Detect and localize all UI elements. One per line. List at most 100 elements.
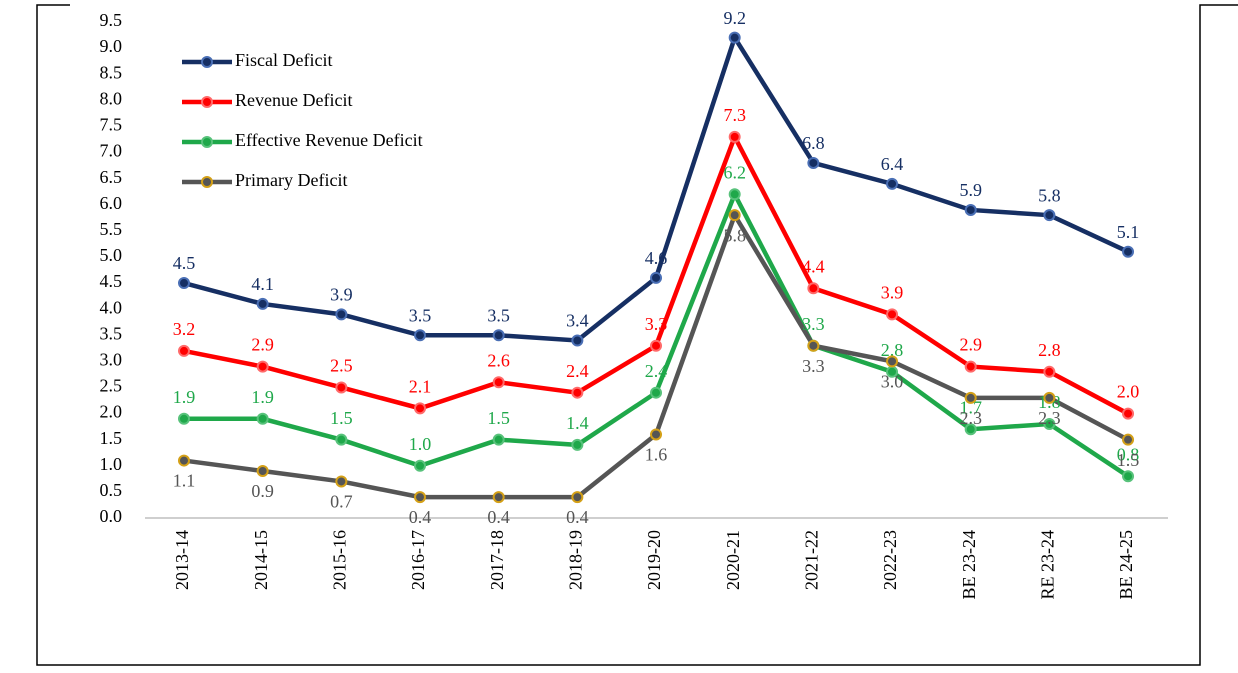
data-label: 1.9 bbox=[173, 387, 196, 407]
x-tick-label: 2016-17 bbox=[408, 530, 428, 590]
legend-marker bbox=[201, 176, 213, 188]
point bbox=[414, 402, 427, 415]
point bbox=[492, 376, 505, 389]
y-tick-label: 7.0 bbox=[100, 141, 123, 161]
y-tick-label: 2.5 bbox=[100, 376, 123, 396]
point bbox=[492, 491, 505, 504]
data-label: 2.9 bbox=[959, 335, 982, 355]
legend-marker bbox=[201, 96, 213, 108]
data-label: 3.0 bbox=[881, 371, 904, 391]
point bbox=[492, 329, 505, 342]
data-label: 5.1 bbox=[1117, 222, 1140, 242]
point bbox=[807, 339, 820, 352]
data-label: 3.5 bbox=[409, 305, 432, 325]
point bbox=[1043, 391, 1056, 404]
data-label: 6.2 bbox=[723, 162, 746, 182]
point bbox=[1122, 470, 1135, 483]
x-tick-label: 2019-20 bbox=[644, 530, 664, 590]
point bbox=[256, 297, 269, 310]
data-label: 3.3 bbox=[802, 314, 825, 334]
point bbox=[886, 308, 899, 321]
point bbox=[964, 391, 977, 404]
y-tick-label: 3.0 bbox=[100, 349, 123, 369]
y-tick-label: 1.0 bbox=[100, 454, 123, 474]
y-tick-label: 6.5 bbox=[100, 167, 123, 187]
y-tick-label: 0.0 bbox=[100, 506, 123, 526]
data-label: 1.5 bbox=[487, 408, 510, 428]
y-tick-label: 4.5 bbox=[100, 271, 123, 291]
legend-marker bbox=[201, 56, 213, 68]
data-label: 3.9 bbox=[881, 283, 904, 303]
point bbox=[728, 31, 741, 44]
x-tick-label: BE 23-24 bbox=[959, 530, 979, 600]
y-tick-label: 8.5 bbox=[100, 62, 123, 82]
data-label: 2.5 bbox=[330, 356, 353, 376]
data-label: 1.4 bbox=[566, 413, 589, 433]
point bbox=[335, 381, 348, 394]
frame bbox=[36, 4, 1238, 666]
point bbox=[964, 423, 977, 436]
x-tick-label: 2020-21 bbox=[723, 530, 743, 590]
data-label: 3.5 bbox=[487, 305, 510, 325]
data-label: 3.4 bbox=[566, 311, 589, 331]
point bbox=[1043, 418, 1056, 431]
point bbox=[256, 360, 269, 373]
data-label: 0.7 bbox=[330, 492, 353, 512]
data-label: 0.8 bbox=[1117, 444, 1140, 464]
y-tick-label: 2.0 bbox=[100, 402, 123, 422]
data-label: 2.4 bbox=[645, 361, 668, 381]
point bbox=[650, 428, 663, 441]
data-label: 2.1 bbox=[409, 376, 432, 396]
y-tick-label: 9.5 bbox=[100, 10, 123, 30]
data-label: 1.1 bbox=[173, 471, 196, 491]
point bbox=[1122, 245, 1135, 258]
data-label: 6.4 bbox=[881, 154, 904, 174]
point bbox=[728, 209, 741, 222]
data-label: 3.9 bbox=[330, 285, 353, 305]
legend-label: Primary Deficit bbox=[235, 170, 347, 190]
point bbox=[886, 177, 899, 190]
point bbox=[256, 412, 269, 425]
data-label: 4.6 bbox=[645, 248, 668, 268]
point bbox=[414, 491, 427, 504]
y-tick-label: 9.0 bbox=[100, 36, 123, 56]
data-label: 2.8 bbox=[881, 340, 904, 360]
point bbox=[1043, 365, 1056, 378]
legend-label: Effective Revenue Deficit bbox=[235, 130, 423, 150]
data-label: 5.9 bbox=[959, 180, 982, 200]
point bbox=[335, 308, 348, 321]
x-tick-label: BE 24-25 bbox=[1116, 530, 1136, 600]
data-label: 2.8 bbox=[1038, 340, 1061, 360]
y-tick-label: 1.5 bbox=[100, 428, 123, 448]
point bbox=[886, 355, 899, 368]
data-label: 2.6 bbox=[487, 350, 510, 370]
data-label: 2.3 bbox=[1038, 408, 1061, 428]
point bbox=[650, 271, 663, 284]
data-label: 2.0 bbox=[1117, 382, 1140, 402]
data-label: 1.6 bbox=[645, 445, 668, 465]
data-label: 6.8 bbox=[802, 133, 825, 153]
y-tick-label: 5.0 bbox=[100, 245, 123, 265]
data-label: 2.3 bbox=[959, 408, 982, 428]
data-label: 3.3 bbox=[802, 356, 825, 376]
data-label: 4.1 bbox=[251, 274, 274, 294]
point bbox=[728, 188, 741, 201]
data-label: 5.8 bbox=[1038, 185, 1061, 205]
data-label: 3.2 bbox=[173, 319, 196, 339]
y-tick-label: 7.5 bbox=[100, 115, 123, 135]
data-label: 0.4 bbox=[487, 507, 510, 527]
x-tick-label: 2018-19 bbox=[565, 530, 585, 590]
point bbox=[1043, 209, 1056, 222]
x-tick-label: 2013-14 bbox=[172, 530, 192, 590]
legend-label: Fiscal Deficit bbox=[235, 50, 332, 70]
data-label: 3.3 bbox=[645, 314, 668, 334]
y-tick-label: 0.5 bbox=[100, 480, 123, 500]
legend-marker bbox=[201, 136, 213, 148]
point bbox=[1122, 433, 1135, 446]
point bbox=[178, 454, 190, 467]
point bbox=[728, 130, 741, 143]
point bbox=[807, 282, 820, 295]
point bbox=[335, 475, 348, 488]
point bbox=[964, 203, 977, 216]
data-label: 2.4 bbox=[566, 361, 589, 381]
